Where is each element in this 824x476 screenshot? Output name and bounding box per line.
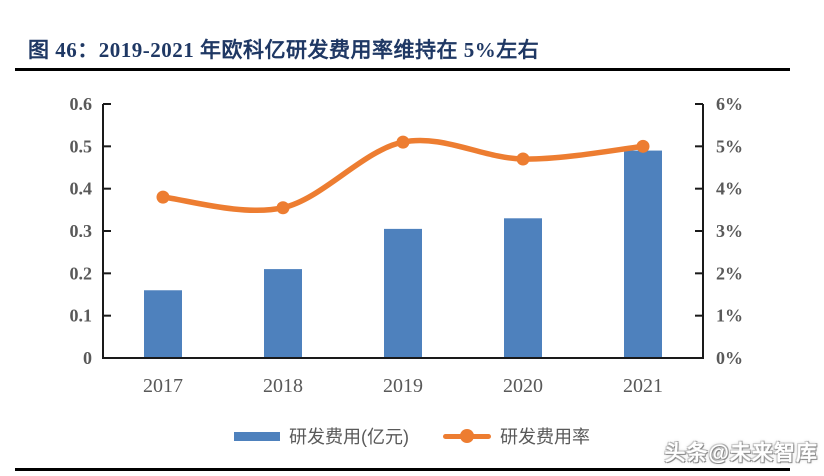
left-axis-tick-label: 0.4 [70, 179, 93, 199]
x-axis-label-2021: 2021 [623, 375, 663, 397]
right-axis-tick-label: 3% [716, 221, 743, 241]
x-axis-label-2019: 2019 [383, 375, 423, 397]
bar-series-swatch [234, 431, 280, 441]
legend-label-rd-rate: 研发费用率 [500, 427, 590, 447]
right-axis-tick-label: 4% [716, 179, 743, 199]
bar-2021 [624, 150, 662, 358]
left-axis-tick-label: 0.1 [70, 306, 93, 326]
line-marker-icon [460, 429, 474, 443]
bar-2019 [384, 228, 422, 358]
right-axis-tick-label: 5% [716, 136, 743, 156]
line-marker-2021 [636, 139, 650, 153]
left-axis-tick-label: 0.2 [70, 263, 93, 283]
watermark: 头条@未来智库 [664, 442, 818, 465]
left-axis-tick-label: 0.6 [70, 94, 93, 114]
left-axis-tick-label: 0.5 [70, 136, 93, 156]
x-axis-label-2018: 2018 [263, 375, 303, 397]
bottom-rule [15, 468, 790, 471]
figure-title: 图 46：2019-2021 年欧科亿研发费用率维持在 5%左右 [28, 38, 540, 62]
bar-2018 [264, 269, 302, 358]
line-marker-2018 [276, 201, 290, 215]
left-axis-tick-label: 0 [83, 348, 92, 368]
right-axis-tick-label: 0% [716, 348, 743, 368]
right-axis-tick-label: 2% [716, 263, 743, 283]
line-series-swatch [443, 429, 491, 443]
legend-label-rd-expense: 研发费用(亿元) [289, 427, 409, 447]
bar-2017 [144, 290, 182, 358]
title-underline-rule [15, 68, 790, 71]
left-axis-tick-label: 0.3 [70, 221, 93, 241]
legend-item-rd-rate: 研发费用率 [443, 423, 590, 449]
x-axis-label-2020: 2020 [503, 375, 543, 397]
x-axis-label-2017: 2017 [143, 375, 183, 397]
legend-item-rd-expense: 研发费用(亿元) [234, 423, 409, 449]
right-axis-tick-label: 1% [716, 306, 743, 326]
rd-rate-line [160, 137, 646, 213]
chart-legend: 研发费用(亿元) 研发费用率 [0, 423, 824, 449]
bar-2020 [504, 218, 542, 358]
right-axis-tick-label: 6% [716, 94, 743, 114]
line-marker-2020 [516, 152, 530, 166]
line-marker-2017 [156, 190, 170, 204]
line-marker-2019 [396, 135, 410, 149]
